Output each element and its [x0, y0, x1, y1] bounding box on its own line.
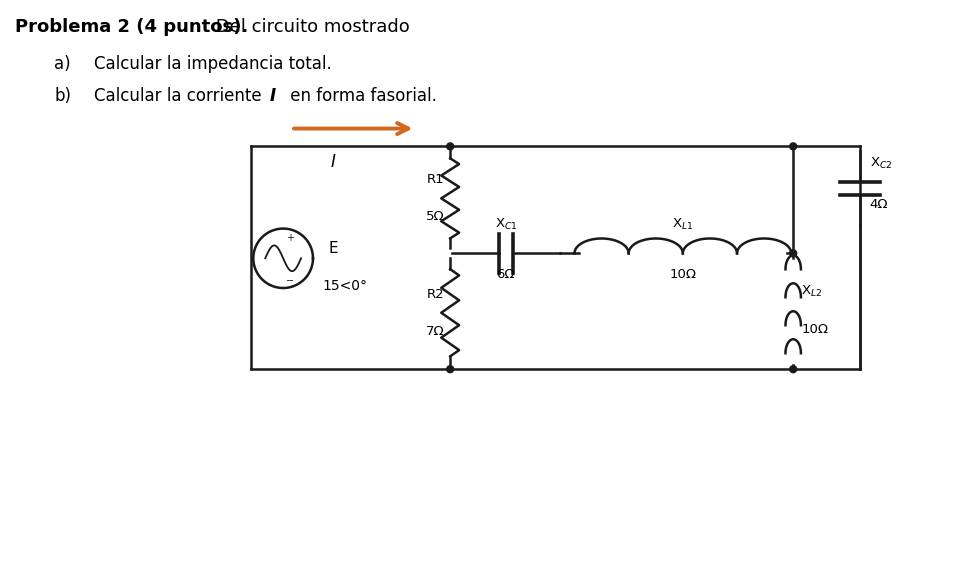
Text: X$_{C1}$: X$_{C1}$: [494, 216, 517, 232]
Text: en forma fasorial.: en forma fasorial.: [285, 87, 437, 105]
Text: X$_{C2}$: X$_{C2}$: [869, 156, 893, 171]
Text: I: I: [269, 87, 275, 105]
Text: +: +: [286, 233, 294, 243]
Text: b): b): [54, 87, 71, 105]
Text: 10Ω: 10Ω: [801, 323, 828, 336]
Text: 5Ω: 5Ω: [426, 210, 444, 223]
Circle shape: [789, 366, 797, 373]
Text: R2: R2: [427, 288, 444, 301]
Text: E: E: [329, 241, 339, 256]
Text: 6Ω: 6Ω: [497, 268, 515, 281]
Text: 10Ω: 10Ω: [670, 268, 697, 281]
Text: I: I: [330, 154, 335, 171]
Text: Calcular la corriente: Calcular la corriente: [95, 87, 267, 105]
Text: R1: R1: [427, 174, 444, 186]
Text: Problema 2 (4 puntos).: Problema 2 (4 puntos).: [14, 18, 248, 36]
Text: 15<0°: 15<0°: [323, 279, 368, 293]
Text: a): a): [54, 55, 71, 73]
Text: X$_{L2}$: X$_{L2}$: [801, 284, 822, 300]
Text: 7Ω: 7Ω: [426, 325, 444, 338]
Circle shape: [447, 366, 454, 373]
Text: 4Ω: 4Ω: [869, 198, 888, 212]
Circle shape: [447, 143, 454, 150]
Text: Calcular la impedancia total.: Calcular la impedancia total.: [95, 55, 332, 73]
Circle shape: [789, 250, 797, 257]
Circle shape: [789, 143, 797, 150]
Text: X$_{L1}$: X$_{L1}$: [673, 216, 694, 232]
Text: −: −: [286, 276, 294, 286]
Text: Del circuito mostrado: Del circuito mostrado: [209, 18, 409, 36]
